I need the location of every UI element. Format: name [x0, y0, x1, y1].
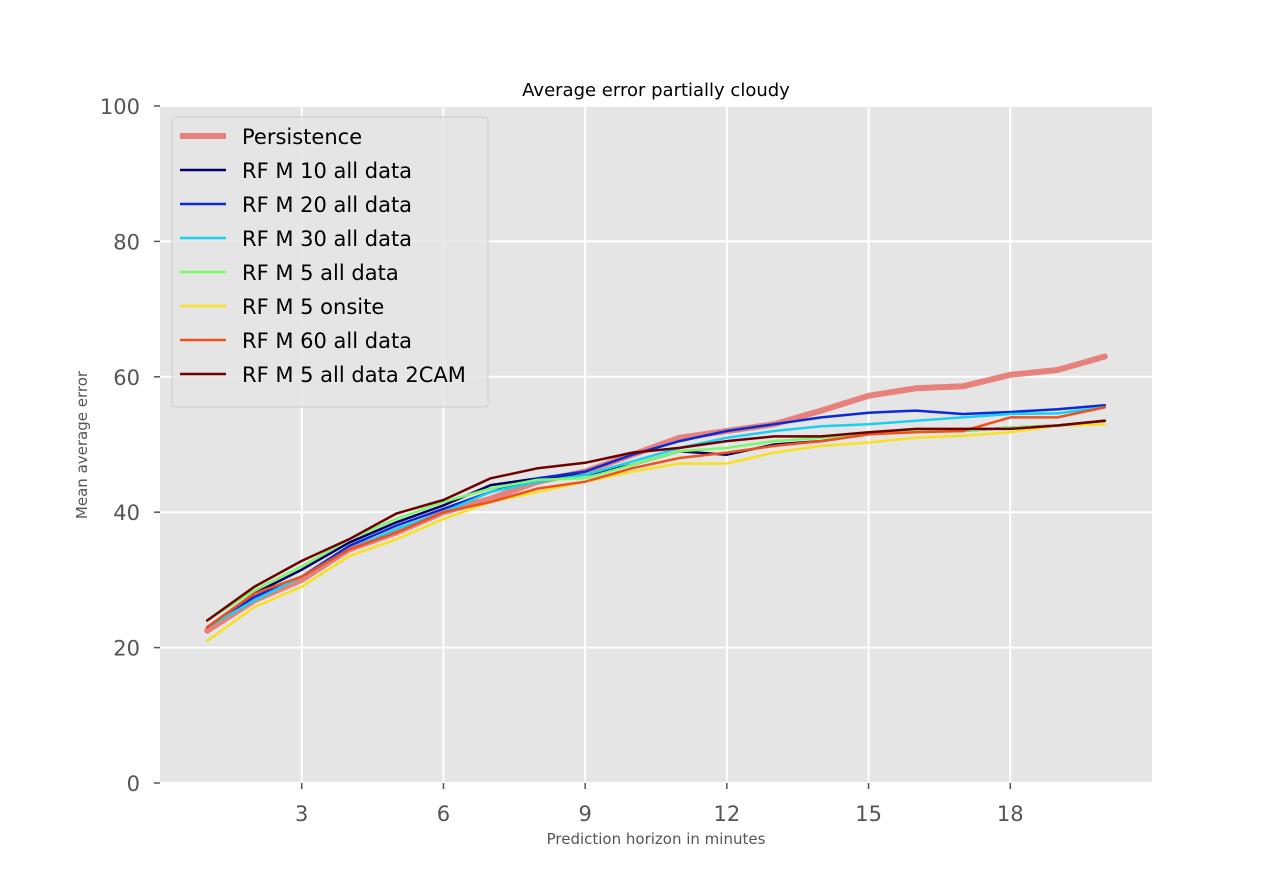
y-axis-label: Mean average error [73, 370, 91, 519]
y-tick-label: 80 [113, 230, 140, 254]
y-tick-label: 100 [100, 95, 140, 119]
x-axis-label: Prediction horizon in minutes [547, 830, 766, 848]
legend-label-rf-m-5-all-data-2cam: RF M 5 all data 2CAM [242, 363, 466, 387]
x-tick-label: 15 [855, 802, 882, 826]
legend-label-persistence: Persistence [242, 125, 362, 149]
legend-label-rf-m-5-onsite: RF M 5 onsite [242, 295, 384, 319]
legend-label-rf-m-5-all-data: RF M 5 all data [242, 261, 399, 285]
series-line-rf-m-60-all-data [205, 406, 1107, 629]
series-lines [204, 353, 1108, 643]
legend-label-rf-m-20-all-data: RF M 20 all data [242, 193, 412, 217]
chart-title: Average error partially cloudy [522, 80, 790, 101]
legend-label-rf-m-60-all-data: RF M 60 all data [242, 329, 412, 353]
series-line-rf-m-5-all-data-2cam [205, 419, 1107, 622]
series-line-rf-m-5-onsite [205, 422, 1107, 643]
legend-label-rf-m-10-all-data: RF M 10 all data [242, 159, 412, 183]
x-tick-label: 9 [578, 802, 591, 826]
legend-label-rf-m-30-all-data: RF M 30 all data [242, 227, 412, 251]
x-tick-label: 12 [713, 802, 740, 826]
series-line-rf-m-20-all-data [205, 403, 1107, 629]
legend-box [171, 116, 489, 408]
x-tick-label: 18 [997, 802, 1024, 826]
y-tick-label: 40 [113, 501, 140, 525]
y-tick-label: 0 [127, 772, 140, 796]
legend: Persistence RF M 10 all data RF M 20 all d… [171, 116, 489, 408]
grid-lines [160, 105, 1152, 784]
x-tick-label: 6 [437, 802, 450, 826]
axes: 3 6 9 12 15 18 0 20 40 60 80 100 [100, 95, 1024, 826]
y-tick-label: 20 [113, 637, 140, 661]
x-tick-label: 3 [295, 802, 308, 826]
y-tick-label: 60 [113, 366, 140, 390]
